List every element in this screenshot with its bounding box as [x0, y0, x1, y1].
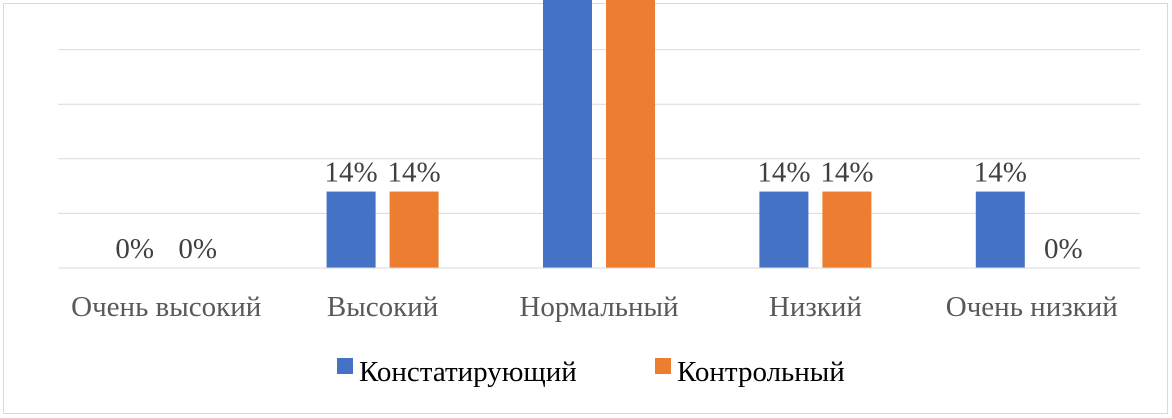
data-label: 14%: [974, 157, 1027, 189]
data-label: 14%: [325, 157, 378, 189]
data-label: 14%: [757, 157, 810, 189]
legend-swatch: [337, 358, 353, 374]
category-label: Низкий: [769, 291, 862, 323]
legend-swatch: [655, 358, 671, 374]
category-labels: Очень высокий Высокий Нормальный Низкий Очен…: [71, 291, 1118, 323]
data-label: 0%: [1044, 233, 1083, 265]
data-label: 0%: [115, 233, 154, 265]
category-label: Очень высокий: [71, 291, 261, 323]
bar-series-1: [759, 191, 809, 268]
bar-series-2: [389, 191, 439, 268]
data-label: 14%: [388, 157, 441, 189]
bar-series-1: [975, 191, 1025, 268]
category-label: Очень низкий: [946, 291, 1118, 323]
bar-series-2: [606, 0, 655, 268]
bar-series-2: [822, 191, 872, 268]
category-label: Нормальный: [519, 291, 678, 323]
bar-series-1: [326, 191, 376, 268]
legend-label: Контрольный: [677, 356, 845, 388]
legend-label: Констатирующий: [359, 356, 577, 388]
gridlines: [58, 49, 1140, 214]
data-label: 0%: [178, 233, 217, 265]
bar-series-1: [543, 0, 592, 268]
data-label: 14%: [820, 157, 873, 189]
bars: [326, 0, 1025, 268]
legend: Констатирующий Контрольный: [337, 356, 845, 388]
category-label: Высокий: [327, 291, 438, 323]
data-labels: 0%0%14%14%58%72%14%14%14%0%: [115, 157, 1083, 265]
